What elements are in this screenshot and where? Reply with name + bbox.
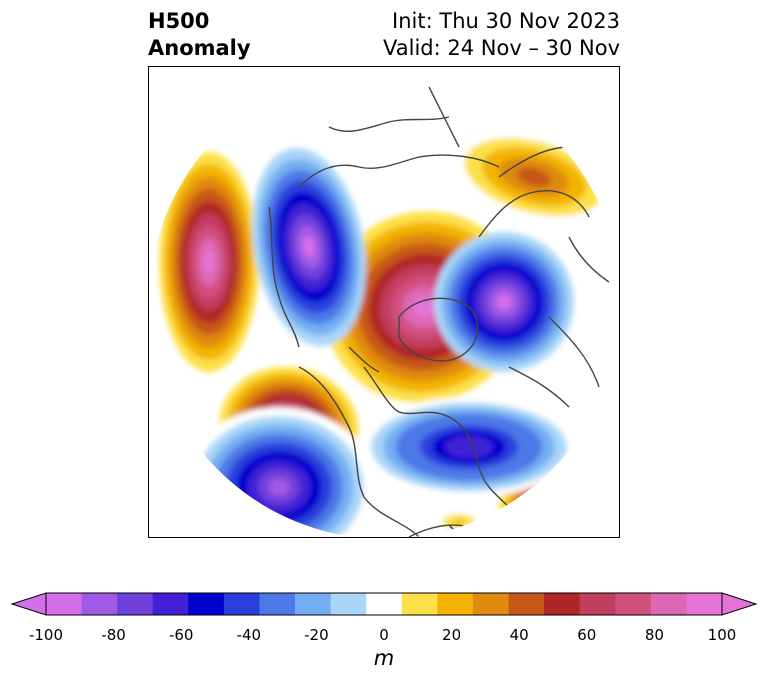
colorbar-extend-min [10,592,47,616]
colorbar-tick-label: 60 [577,626,597,644]
colorbar-tick-label: 20 [442,626,462,644]
colorbar [10,592,758,616]
colorbar-swatch [472,593,510,615]
title-right: Init: Thu 30 Nov 2023 Valid: 24 Nov – 30… [383,8,620,62]
colorbar-swatch [117,593,154,615]
colorbar-swatch [366,593,403,615]
anomaly-map [148,66,620,538]
eastern-na-ridge-contour [545,495,573,519]
colorbar-swatch [686,593,723,615]
bering-trough-contour [302,236,316,258]
colorbar-swatch [508,593,545,615]
colorbar-tick-label: 80 [644,626,664,644]
colorbar-swatch [152,593,189,615]
colorbar-tick-label: -60 [168,626,194,644]
colorbar-swatch [330,593,367,615]
colorbar-tick-label: 40 [509,626,529,644]
colorbar-swatch [259,593,296,615]
colorbar-swatch [437,593,474,615]
north-atlantic-trough-contour [456,441,482,453]
colorbar-tick-label: -20 [304,626,329,644]
eastern-na-ridge-contour [552,501,566,513]
colorbar-tick-label: -100 [28,626,64,644]
colorbar-swatch [46,593,83,615]
colorbar-swatch [579,593,616,615]
eastern-na-ridge-contour [525,479,593,535]
eastern-na-ridge-contour [532,484,586,530]
anomaly-map-svg [149,67,619,537]
colorbar-outline [45,592,723,616]
europe-trough-contour [496,294,512,310]
north-pacific-trough-contour [268,478,290,496]
gulf-of-alaska-ridge-contour [203,249,215,275]
colorbar-tick-label: 0 [379,626,389,644]
colorbar-tick-label: 100 [707,626,737,644]
colorbar-swatch [401,593,438,615]
colorbar-swatch [223,593,260,615]
title-left: H500 Anomaly [148,8,251,62]
colorbar-swatch [188,593,225,615]
eastern-na-ridge-contour [539,490,579,524]
colorbar-units: m [373,646,395,670]
valid-range: Valid: 24 Nov – 30 Nov [383,36,620,60]
colorbar-extend-max [721,592,758,616]
colorbar-swatch [81,593,118,615]
title-line1: H500 [148,9,210,33]
colorbar-swatch [295,593,332,615]
central-asia-ridge-contour [525,172,543,182]
colorbar-swatch [544,593,581,615]
colorbar-tick-label: -80 [101,626,126,644]
title-line2: Anomaly [148,36,251,60]
init-date: Init: Thu 30 Nov 2023 [392,9,620,33]
colorbar-tick-label: -40 [236,626,262,644]
atlantic-ridge-contour [456,520,462,524]
colorbar-swatch [650,593,687,615]
colorbar-swatch [615,593,652,615]
